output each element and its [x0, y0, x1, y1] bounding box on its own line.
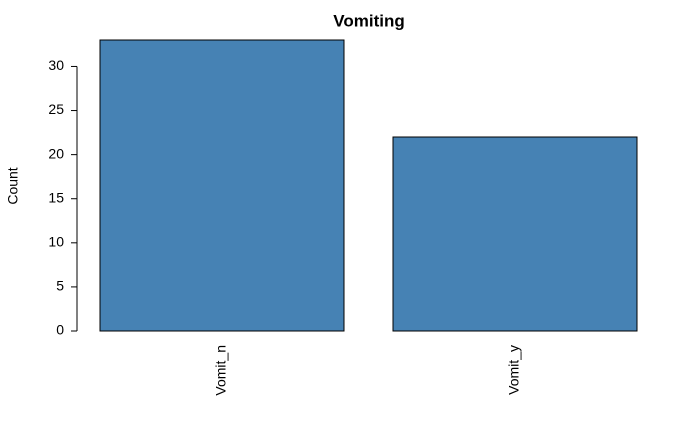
x-tick-label: Vomit_y [506, 345, 522, 395]
x-tick-label: Vomit_n [213, 345, 229, 396]
y-tick-label: 15 [48, 189, 64, 205]
y-axis-label: Count [5, 167, 21, 204]
chart-title: Vomiting [333, 11, 404, 30]
bar [99, 39, 345, 332]
y-tick-label: 5 [56, 278, 64, 294]
y-tick-label: 25 [48, 101, 64, 117]
y-tick-label: 20 [48, 145, 64, 161]
bar [392, 136, 638, 332]
y-tick-label: 10 [48, 234, 64, 250]
y-tick-label: 30 [48, 57, 64, 73]
y-tick-label: 0 [56, 322, 64, 338]
